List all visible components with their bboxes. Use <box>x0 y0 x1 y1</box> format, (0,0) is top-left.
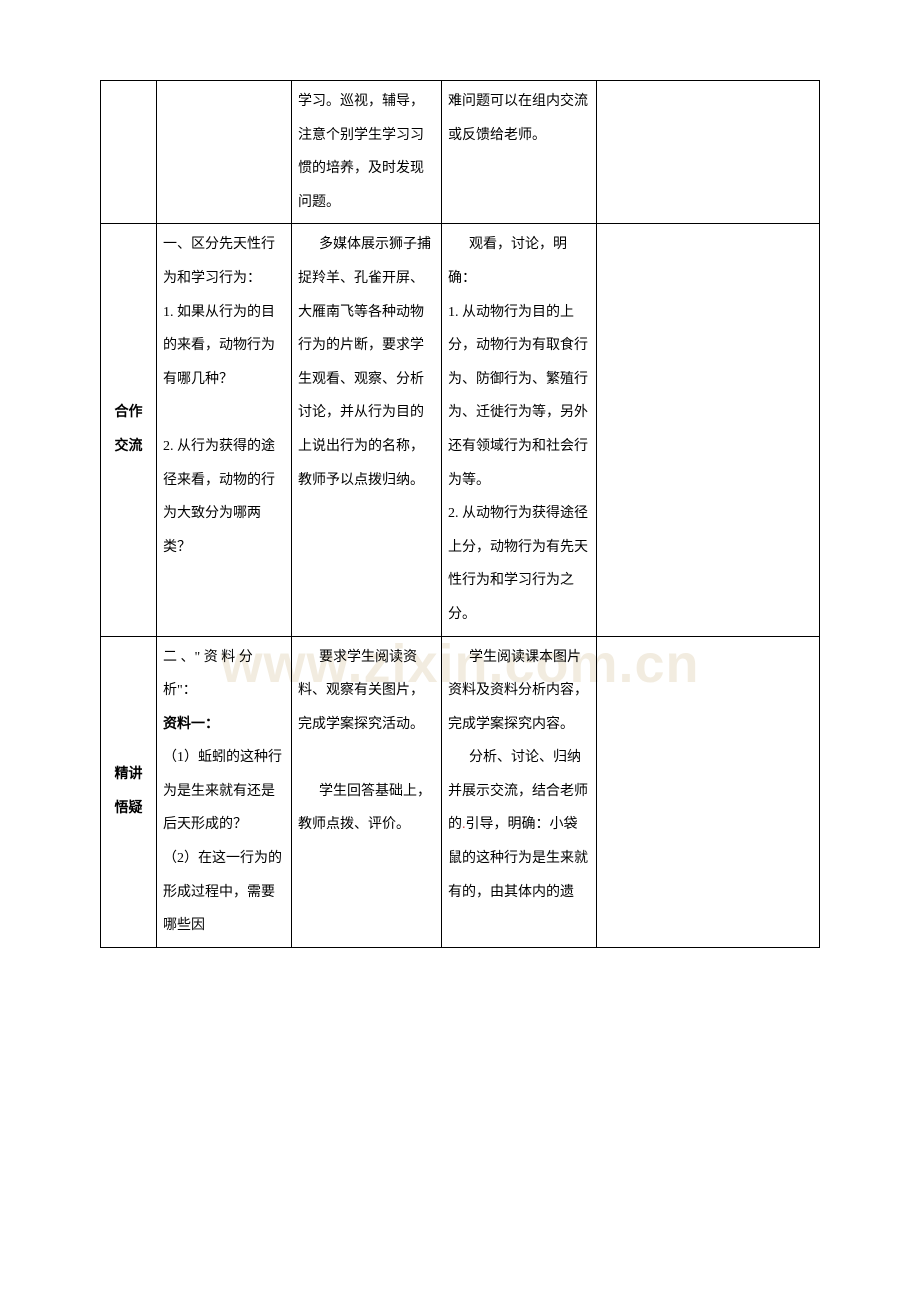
text: 1. 从动物行为目的上分，动物行为有取食行为、防御行为、繁殖行为、迁徙行为等，另… <box>448 296 590 498</box>
stage-label: 合作 <box>115 405 143 420</box>
cell-topic-1 <box>157 81 292 224</box>
text: 学生阅读课本图片资料及资料分析内容，完成学案探究内容。 <box>448 641 590 742</box>
cell-student-2: 观看，讨论，明确： 1. 从动物行为目的上分，动物行为有取食行为、防御行为、繁殖… <box>442 224 597 636</box>
cell-stage-3: 精讲 悟疑 <box>101 636 157 947</box>
table-row: 学习。巡视，辅导，注意个别学生学习习惯的培养，及时发现问题。 难问题可以在组内交… <box>101 81 820 224</box>
text: 分析、讨论、归纳并展示交流，结合老师的.引导，明确：小袋鼠的这种行为是生来就有的… <box>448 741 590 909</box>
text: 学生回答基础上，教师点拨、评价。 <box>298 775 435 842</box>
stage-label: 交流 <box>115 439 143 454</box>
text: 2. 从行为获得的途径来看，动物的行为大致分为哪两类？ <box>163 430 285 564</box>
cell-note-2 <box>597 224 820 636</box>
lesson-table: 学习。巡视，辅导，注意个别学生学习习惯的培养，及时发现问题。 难问题可以在组内交… <box>100 80 820 948</box>
text-bold: 资料一： <box>163 708 285 742</box>
cell-topic-2: 一、区分先天性行为和学习行为： 1. 如果从行为的目的来看，动物行为有哪几种？ … <box>157 224 292 636</box>
table-row: 合作 交流 一、区分先天性行为和学习行为： 1. 如果从行为的目的来看，动物行为… <box>101 224 820 636</box>
cell-teacher-2: 多媒体展示狮子捕捉羚羊、孔雀开屏、大雁南飞等各种动物行为的片断，要求学生观看、观… <box>292 224 442 636</box>
text: 观看，讨论，明确： <box>448 228 590 295</box>
cell-teacher-3: 要求学生阅读资料、观察有关图片，完成学案探究活动。 学生回答基础上，教师点拨、评… <box>292 636 442 947</box>
text: （1）蚯蚓的这种行为是生来就有还是后天形成的？ <box>163 741 285 842</box>
cell-stage-2: 合作 交流 <box>101 224 157 636</box>
cell-student-3: 学生阅读课本图片资料及资料分析内容，完成学案探究内容。 分析、讨论、归纳并展示交… <box>442 636 597 947</box>
stage-label: 悟疑 <box>115 801 143 816</box>
text: 2. 从动物行为获得途径上分，动物行为有先天性行为和学习行为之分。 <box>448 497 590 631</box>
text: 难问题可以在组内交流或反馈给老师。 <box>448 85 590 152</box>
text: 多媒体展示狮子捕捉羚羊、孔雀开屏、大雁南飞等各种动物行为的片断，要求学生观看、观… <box>298 228 435 497</box>
cell-topic-3: 二 、" 资 料 分析"： 资料一： （1）蚯蚓的这种行为是生来就有还是后天形成… <box>157 636 292 947</box>
text: 二 、" 资 料 分析"： <box>163 641 285 708</box>
text: 1. 如果从行为的目的来看，动物行为有哪几种？ <box>163 296 285 397</box>
text: 一、区分先天性行为和学习行为： <box>163 228 285 295</box>
text: 要求学生阅读资料、观察有关图片，完成学案探究活动。 <box>298 641 435 742</box>
cell-stage-1 <box>101 81 157 224</box>
cell-teacher-1: 学习。巡视，辅导，注意个别学生学习习惯的培养，及时发现问题。 <box>292 81 442 224</box>
cell-note-3 <box>597 636 820 947</box>
stage-label: 精讲 <box>115 767 143 782</box>
text: （2）在这一行为的形成过程中，需要哪些因 <box>163 842 285 943</box>
text: 引导，明确：小袋鼠的这种行为是生来就有的，由其体内的遗 <box>448 817 588 899</box>
page-content: 学习。巡视，辅导，注意个别学生学习习惯的培养，及时发现问题。 难问题可以在组内交… <box>100 80 820 948</box>
cell-note-1 <box>597 81 820 224</box>
cell-student-1: 难问题可以在组内交流或反馈给老师。 <box>442 81 597 224</box>
text: 学习。巡视，辅导，注意个别学生学习习惯的培养，及时发现问题。 <box>298 85 435 219</box>
table-row: 精讲 悟疑 二 、" 资 料 分析"： 资料一： （1）蚯蚓的这种行为是生来就有… <box>101 636 820 947</box>
